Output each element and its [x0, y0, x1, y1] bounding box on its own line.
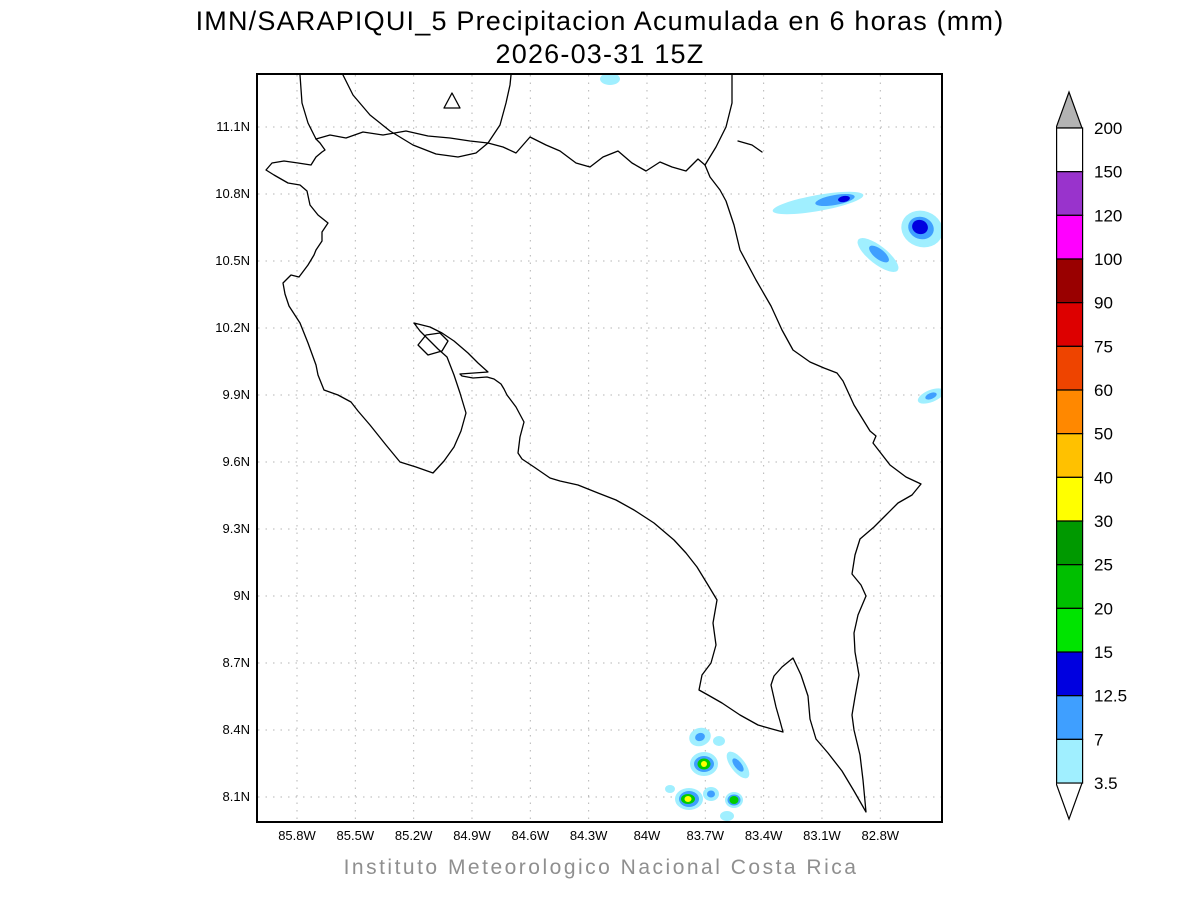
colorbar-tick-label: 50: [1094, 425, 1113, 444]
colorbar-tick-label: 12.5: [1094, 687, 1127, 706]
lon-tick-label: 84.3W: [559, 828, 619, 844]
lat-tick-label: 9.3N: [178, 521, 250, 537]
coastlines: [266, 75, 921, 812]
lake-nicaragua-shore: [343, 75, 511, 157]
precip-cell: [665, 785, 675, 793]
lon-tick-label: 84.6W: [500, 828, 560, 844]
lon-tick-label: 83.7W: [675, 828, 735, 844]
precip-cell: [600, 75, 620, 85]
colorbar-segment: [1057, 259, 1083, 303]
nicaragua-border: [316, 131, 488, 143]
colorbar-tick-label: 60: [1094, 381, 1113, 400]
lat-tick-label: 9N: [178, 588, 250, 604]
colorbar-tick-label: 150: [1094, 163, 1122, 182]
lon-tick-label: 83.1W: [792, 828, 852, 844]
colorbar-segment: [1057, 652, 1083, 696]
weather-map-figure: IMN/SARAPIQUI_5 Precipitacion Acumulada …: [0, 0, 1200, 900]
colorbar-tick-label: 15: [1094, 643, 1113, 662]
plot-datetime: 2026-03-31 15Z: [0, 39, 1200, 70]
map-frame: [256, 73, 943, 823]
source-caption: Instituto Meteorologico Nacional Costa R…: [256, 856, 946, 880]
colorbar-under-arrow: [1056, 783, 1082, 819]
colorbar-segment: [1057, 434, 1083, 478]
colorbar-tick-label: 30: [1094, 512, 1113, 531]
lon-tick-label: 85.8W: [267, 828, 327, 844]
lat-tick-label: 9.9N: [178, 387, 250, 403]
colorbar-tick-label: 20: [1094, 599, 1113, 618]
precipitation-shading: [600, 75, 941, 821]
colorbar-over-arrow: [1056, 92, 1082, 128]
precip-cell: [707, 791, 715, 798]
colorbar-tick-label: 100: [1094, 250, 1122, 269]
plot-title: IMN/SARAPIQUI_5 Precipitacion Acumulada …: [0, 6, 1200, 37]
colorbar-segment: [1057, 128, 1083, 172]
colorbar-tick-label: 25: [1094, 556, 1113, 575]
lat-tick-label: 8.1N: [178, 789, 250, 805]
colorbar-segment: [1057, 172, 1083, 216]
lat-tick-label: 10.8N: [178, 186, 250, 202]
map-canvas: [258, 75, 941, 821]
colorbar-tick-label: 200: [1094, 119, 1122, 138]
colorbar-segment: [1057, 521, 1083, 565]
precip-cell: [685, 796, 692, 802]
lat-tick-label: 8.4N: [178, 722, 250, 738]
coastal-lagoon: [738, 141, 762, 152]
colorbar-tick-label: 40: [1094, 468, 1113, 487]
lat-tick-label: 9.6N: [178, 454, 250, 470]
colorbar-segment: [1057, 215, 1083, 259]
colorbar-tick-label: 120: [1094, 206, 1122, 225]
gridlines: [258, 75, 941, 821]
colorbar-segment: [1057, 303, 1083, 347]
colorbar-tick-label: 75: [1094, 337, 1113, 356]
precip-cell: [720, 811, 734, 821]
lon-tick-label: 82.8W: [850, 828, 910, 844]
nicaragua-pacific-coast: [300, 75, 316, 139]
colorbar: 200 150 120 100 90 75 60 50 40 30 25 20 15 12.5 7 3.5: [1056, 90, 1196, 830]
lon-tick-label: 85.5W: [325, 828, 385, 844]
lat-tick-label: 10.2N: [178, 320, 250, 336]
colorbar-segment: [1057, 608, 1083, 652]
lon-tick-label: 83.4W: [734, 828, 794, 844]
colorbar-segment: [1057, 696, 1083, 740]
colorbar-tick-label: 3.5: [1094, 774, 1118, 793]
lon-tick-label: 84.9W: [442, 828, 502, 844]
lake-island: [444, 93, 460, 108]
colorbar-tick-label: 90: [1094, 294, 1113, 313]
precip-cell: [701, 761, 707, 767]
colorbar-segment: [1057, 565, 1083, 609]
lat-tick-label: 8.7N: [178, 655, 250, 671]
colorbar-segment: [1057, 477, 1083, 521]
lat-tick-label: 11.1N: [178, 119, 250, 135]
costa-rica-coastline: [266, 139, 921, 812]
lat-tick-label: 10.5N: [178, 253, 250, 269]
colorbar-segment: [1057, 390, 1083, 434]
lon-tick-label: 84W: [617, 828, 677, 844]
lon-tick-label: 85.2W: [384, 828, 444, 844]
colorbar-segment: [1057, 739, 1083, 783]
colorbar-tick-label: 7: [1094, 730, 1103, 749]
precip-cell: [730, 796, 739, 804]
colorbar-segment: [1057, 346, 1083, 390]
precip-cell: [713, 736, 725, 746]
nicaragua-caribbean-coast: [705, 75, 732, 165]
san-juan-river-border: [488, 137, 705, 171]
